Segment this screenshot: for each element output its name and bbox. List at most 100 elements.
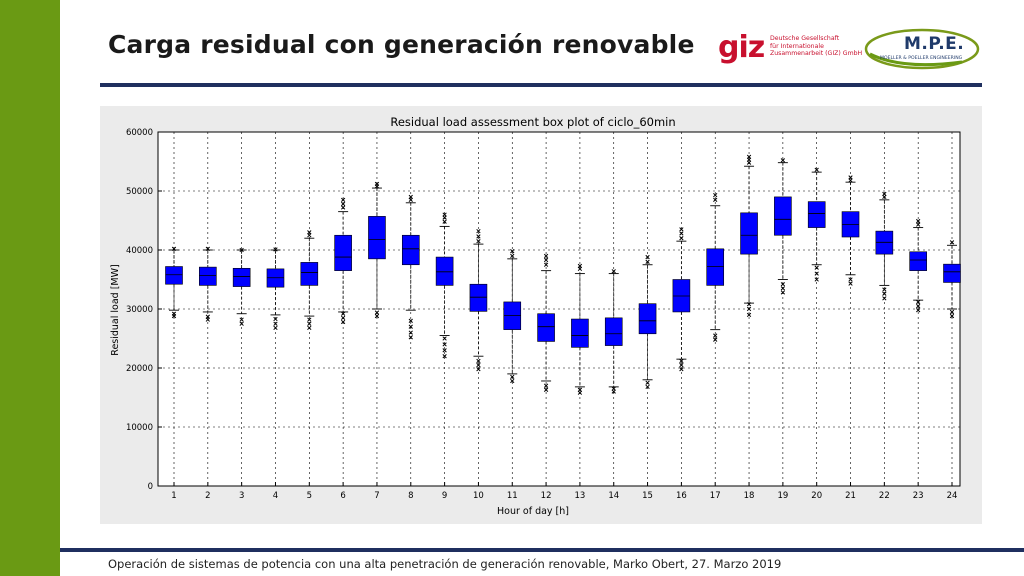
x-tick-label: 4 bbox=[273, 491, 278, 501]
y-tick-label: 20000 bbox=[126, 364, 153, 374]
outlier-point bbox=[340, 319, 346, 325]
outlier-point bbox=[239, 247, 244, 253]
footer-divider bbox=[60, 548, 1024, 552]
x-tick-label: 10 bbox=[473, 491, 484, 501]
outlier-point bbox=[611, 269, 616, 274]
chart-title: Residual load assessment box plot of cic… bbox=[390, 115, 675, 129]
x-tick-label: 22 bbox=[879, 491, 890, 501]
box-7 bbox=[368, 181, 386, 319]
outlier-point bbox=[577, 387, 583, 392]
box-12 bbox=[537, 253, 555, 392]
outlier-point bbox=[848, 277, 853, 282]
outlier-point bbox=[882, 287, 887, 292]
outlier-point bbox=[273, 316, 278, 322]
outlier-point bbox=[746, 154, 752, 159]
slide-title: Carga residual con generación renovable bbox=[108, 30, 695, 59]
outlier-point bbox=[780, 158, 786, 163]
x-tick-label: 2 bbox=[205, 491, 210, 501]
box-22 bbox=[875, 191, 894, 301]
box-4 bbox=[266, 247, 285, 331]
outlier-point bbox=[713, 337, 718, 342]
y-tick-label: 60000 bbox=[126, 128, 153, 138]
box-10 bbox=[469, 228, 488, 372]
outlier-point bbox=[916, 303, 921, 309]
outlier-point bbox=[442, 219, 447, 224]
outlier-point bbox=[543, 253, 549, 259]
x-tick-label: 13 bbox=[574, 491, 585, 501]
box-1 bbox=[165, 246, 183, 319]
outlier-point bbox=[679, 231, 684, 236]
outlier-point bbox=[916, 308, 921, 313]
mpe-logo: M.P.E. MOELLER & POELLER ENGINEERING bbox=[862, 26, 980, 72]
outlier-point bbox=[408, 330, 413, 335]
outlier-point bbox=[442, 342, 447, 347]
outlier-point bbox=[746, 302, 752, 307]
outlier-point bbox=[679, 367, 684, 372]
outlier-point bbox=[273, 247, 278, 252]
box-3 bbox=[232, 247, 251, 326]
box-24 bbox=[943, 240, 961, 319]
outlier-point bbox=[814, 277, 819, 282]
y-tick-label: 40000 bbox=[126, 246, 153, 256]
y-axis-label: Residual load [MW] bbox=[110, 264, 121, 355]
box-iqr bbox=[401, 234, 420, 266]
box-13 bbox=[571, 263, 589, 395]
x-tick-label: 1 bbox=[171, 491, 176, 501]
outlier-point bbox=[882, 296, 887, 301]
x-tick-label: 6 bbox=[340, 491, 345, 501]
box-14 bbox=[604, 269, 623, 394]
outlier-point bbox=[713, 333, 718, 338]
box-18 bbox=[740, 154, 758, 318]
outlier-point bbox=[476, 358, 481, 364]
box-iqr bbox=[909, 251, 927, 271]
outlier-point bbox=[543, 262, 549, 267]
outlier-point bbox=[916, 222, 921, 227]
outlier-point bbox=[679, 227, 684, 232]
outlier-point bbox=[510, 253, 515, 259]
box-layer bbox=[165, 154, 961, 395]
giz-logo-mark: giz bbox=[718, 30, 765, 65]
outlier-point bbox=[205, 246, 210, 251]
giz-logo: giz Deutsche Gesellschaft für Internatio… bbox=[718, 30, 862, 68]
outlier-point bbox=[645, 384, 650, 390]
outlier-point bbox=[476, 238, 481, 244]
outlier-point bbox=[611, 386, 616, 391]
outlier-point bbox=[780, 290, 786, 295]
box-23 bbox=[909, 218, 927, 313]
outlier-point bbox=[273, 325, 278, 331]
outlier-point bbox=[273, 321, 278, 326]
x-tick-label: 21 bbox=[845, 491, 856, 501]
x-tick-label: 17 bbox=[710, 491, 721, 501]
x-tick-label: 19 bbox=[777, 491, 788, 501]
box-iqr bbox=[199, 266, 217, 286]
box-iqr bbox=[706, 248, 725, 286]
outlier-point bbox=[746, 306, 752, 312]
outlier-point bbox=[205, 314, 210, 319]
box-17 bbox=[706, 192, 725, 342]
x-tick-label: 9 bbox=[442, 491, 447, 501]
outlier-point bbox=[408, 318, 413, 323]
outlier-point bbox=[408, 194, 413, 200]
x-tick-label: 11 bbox=[507, 491, 518, 501]
mpe-logo-subtitle: MOELLER & POELLER ENGINEERING bbox=[880, 56, 963, 61]
outlier-point bbox=[442, 336, 447, 341]
x-tick-label: 7 bbox=[374, 491, 379, 501]
outlier-point bbox=[679, 362, 684, 368]
outlier-point bbox=[746, 312, 752, 318]
box-15 bbox=[638, 254, 657, 390]
outlier-point bbox=[340, 197, 346, 203]
outlier-point bbox=[949, 240, 955, 245]
box-8 bbox=[401, 194, 420, 340]
box-iqr bbox=[571, 318, 589, 348]
outlier-point bbox=[543, 257, 549, 263]
outlier-point bbox=[679, 358, 684, 364]
outlier-point bbox=[645, 380, 650, 385]
box-iqr bbox=[469, 283, 488, 312]
outlier-point bbox=[476, 362, 481, 368]
box-20 bbox=[807, 167, 826, 282]
outlier-point bbox=[374, 313, 380, 319]
outlier-point bbox=[916, 218, 921, 224]
box-iqr bbox=[638, 303, 657, 335]
box-iqr bbox=[740, 212, 758, 255]
